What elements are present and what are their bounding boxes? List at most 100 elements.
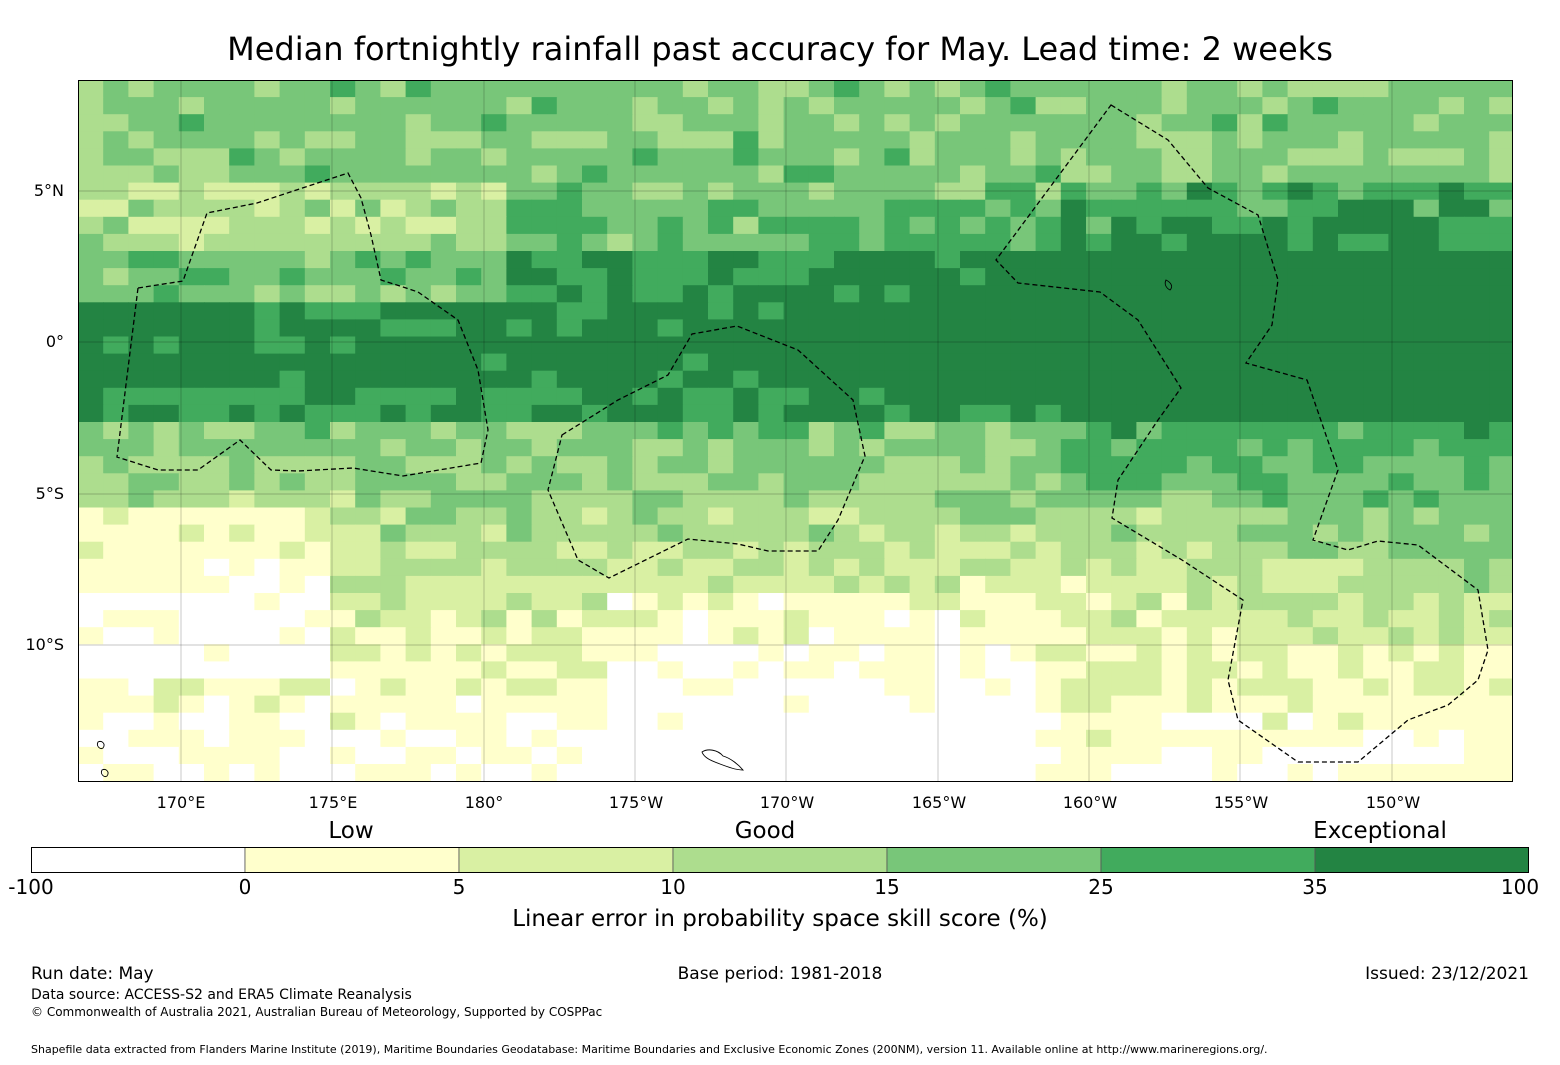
skill-cell bbox=[758, 404, 785, 423]
skill-cell bbox=[254, 695, 281, 714]
skill-cell bbox=[1489, 644, 1513, 662]
skill-cell bbox=[1413, 268, 1440, 286]
skill-cell bbox=[1363, 319, 1389, 338]
skill-cell bbox=[1086, 764, 1112, 782]
skill-cell bbox=[1464, 233, 1490, 252]
skill-cell bbox=[355, 387, 381, 406]
skill-cell bbox=[1312, 285, 1339, 303]
skill-cell bbox=[531, 148, 558, 167]
skill-cell bbox=[1060, 490, 1087, 509]
skill-cell bbox=[405, 627, 432, 645]
skill-cell bbox=[506, 302, 533, 320]
skill-cell bbox=[254, 233, 281, 252]
skill-cell bbox=[128, 319, 155, 338]
skill-cell bbox=[456, 268, 482, 286]
skill-cell bbox=[531, 404, 558, 423]
skill-cell bbox=[1388, 80, 1415, 98]
skill-cell bbox=[556, 319, 583, 338]
skill-cell bbox=[1237, 729, 1263, 748]
skill-cell bbox=[834, 148, 860, 167]
skill-cell bbox=[380, 610, 407, 628]
skill-cell bbox=[1136, 199, 1163, 218]
skill-cell bbox=[934, 114, 961, 132]
skill-cell bbox=[1489, 319, 1513, 338]
skill-cell bbox=[78, 490, 104, 509]
skill-cell bbox=[1262, 627, 1289, 645]
skill-cell bbox=[960, 422, 986, 440]
skill-cell bbox=[330, 302, 356, 320]
skill-cell bbox=[582, 131, 608, 149]
skill-cell bbox=[481, 644, 507, 662]
skill-cell bbox=[128, 216, 155, 235]
skill-cell bbox=[1111, 148, 1137, 167]
skill-cell bbox=[229, 764, 255, 782]
skill-cell bbox=[985, 97, 1011, 115]
skill-cell bbox=[330, 114, 356, 132]
skill-cell bbox=[204, 456, 230, 474]
skill-cell bbox=[380, 695, 407, 714]
skill-cell bbox=[808, 148, 835, 167]
skill-cell bbox=[1388, 302, 1415, 320]
skill-cell bbox=[1060, 627, 1087, 645]
skill-cell bbox=[330, 285, 356, 303]
skill-cell bbox=[1489, 216, 1513, 235]
skill-cell bbox=[279, 131, 306, 149]
skill-cell bbox=[1111, 593, 1137, 611]
skill-cell bbox=[758, 148, 785, 167]
skill-cell bbox=[582, 285, 608, 303]
skill-cell bbox=[1287, 610, 1314, 628]
skill-cell bbox=[355, 114, 381, 132]
skill-cell bbox=[985, 285, 1011, 303]
skill-cell bbox=[506, 148, 533, 167]
skill-cell bbox=[758, 456, 785, 474]
skill-cell bbox=[657, 114, 684, 132]
skill-cell bbox=[909, 644, 936, 662]
skill-cell bbox=[1438, 524, 1465, 543]
skill-cell bbox=[1161, 746, 1188, 765]
skill-cell bbox=[204, 661, 230, 680]
skill-cell bbox=[632, 558, 659, 577]
skill-cell bbox=[834, 507, 860, 526]
skill-cell bbox=[254, 627, 281, 645]
skill-cell bbox=[304, 764, 331, 782]
skill-cell bbox=[229, 302, 255, 320]
skill-cell bbox=[78, 575, 104, 594]
skill-cell bbox=[733, 593, 759, 611]
skill-cell bbox=[254, 746, 281, 765]
skill-cell bbox=[1237, 404, 1263, 423]
skill-cell bbox=[607, 541, 633, 560]
skill-cell bbox=[380, 336, 407, 355]
skill-cell bbox=[733, 541, 759, 560]
skill-cell bbox=[808, 268, 835, 286]
skill-cell bbox=[1363, 746, 1389, 765]
skill-cell bbox=[103, 575, 129, 594]
skill-cell bbox=[204, 165, 230, 184]
skill-cell bbox=[909, 182, 936, 201]
skill-cell bbox=[380, 199, 407, 218]
skill-cell bbox=[758, 216, 785, 235]
skill-cell bbox=[78, 182, 104, 201]
skill-cell bbox=[758, 97, 785, 115]
skill-cell bbox=[1413, 233, 1440, 252]
skill-cell bbox=[1262, 661, 1289, 680]
skill-cell bbox=[229, 97, 255, 115]
skill-cell bbox=[506, 764, 533, 782]
skill-cell bbox=[229, 268, 255, 286]
skill-cell bbox=[1186, 285, 1213, 303]
skill-cell bbox=[859, 695, 885, 714]
skill-cell bbox=[1035, 712, 1062, 731]
skill-cell bbox=[1489, 114, 1513, 132]
skill-cell bbox=[1413, 199, 1440, 218]
skill-cell bbox=[178, 114, 205, 132]
skill-cell bbox=[1060, 507, 1087, 526]
skill-cell bbox=[1363, 764, 1389, 782]
skill-cell bbox=[682, 712, 709, 731]
skill-cell bbox=[884, 473, 911, 491]
skill-cell bbox=[1262, 729, 1289, 748]
skill-cell bbox=[632, 165, 659, 184]
skill-cell bbox=[1111, 764, 1137, 782]
skill-cell bbox=[783, 764, 810, 782]
skill-cell bbox=[1035, 302, 1062, 320]
skill-cell bbox=[506, 507, 533, 526]
skill-cell bbox=[808, 422, 835, 440]
